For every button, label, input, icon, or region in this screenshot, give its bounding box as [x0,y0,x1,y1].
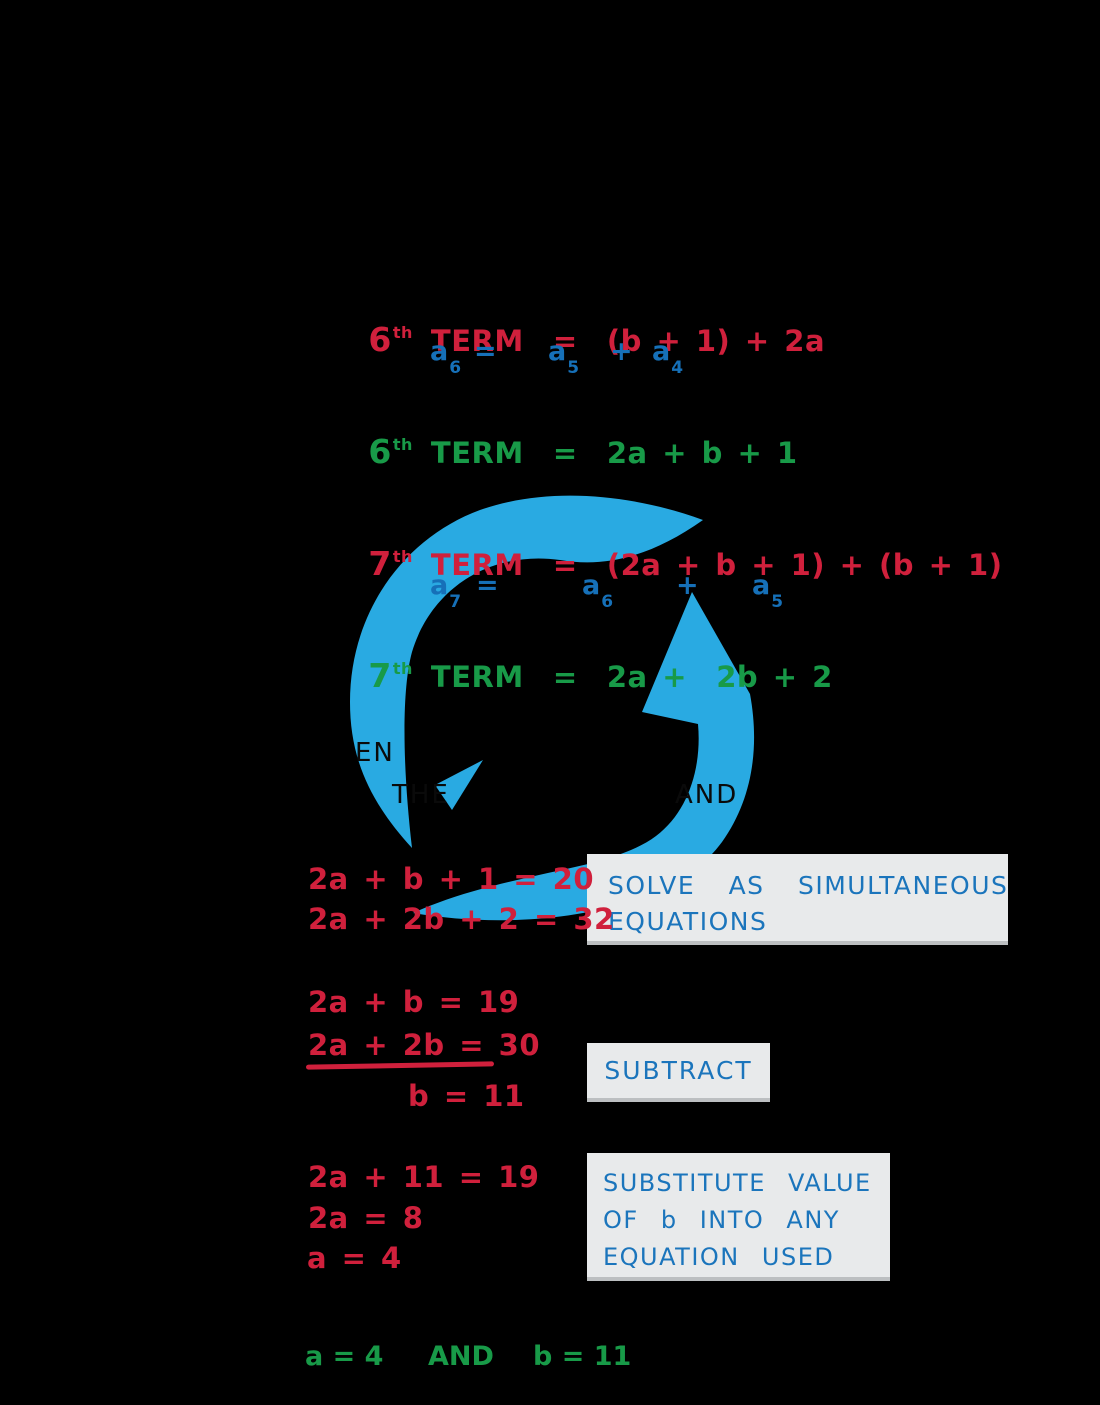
sequence-term-a4: a4 [652,336,684,379]
sequence-term-a5: a5 [752,570,784,613]
sequence-notation-row-7: a7 = a6 + a5 [0,570,1100,620]
cycle-arrow-right-arc-and-arrowhead [413,592,755,921]
sequence-term-a5: a5 [548,336,580,379]
note-line: SUBSTITUTE VALUE [603,1169,872,1197]
cycle-arrow-left-top-arc [350,495,703,848]
ordinal-suffix: th [392,659,413,678]
sixth-term-green-equation: 6th TERM = 2a + b + 1 [310,398,798,505]
equation-text: TERM = 2a + 2b + 2 [430,660,833,694]
elimination-equation-2: 2a + 2b = 30 [308,1028,541,1062]
cycle-arrow-flick [435,760,483,810]
substitution-equation-3: a = 4 [307,1241,402,1275]
answer-a-value: a = 4 [305,1341,384,1372]
note-line: SOLVE AS SIMULTANEOUS [608,871,1009,900]
equation-text: TERM = (b + 1) + 2a [430,324,826,358]
note-line: EQUATION USED [603,1243,835,1271]
plus-sign: + [676,570,699,601]
note-line: SUBTRACT [604,1056,753,1085]
term-number: 7 [368,656,392,695]
answer-b-value: b = 11 [533,1341,632,1372]
term-number: 6 [368,432,392,471]
plus-sign: + [610,336,633,367]
simultaneous-equation-2: 2a + 2b + 2 = 32 [308,902,615,936]
seventh-term-red-equation: 7th TERM = (2a + b + 1) + (b + 1) [310,510,1002,617]
term-number: 6 [368,320,392,359]
ordinal-suffix: th [392,435,413,454]
solve-note-box: SOLVE AS SIMULTANEOUS EQUATIONS [587,854,1008,945]
ordinal-suffix: th [392,323,413,342]
elimination-equation-1: 2a + b = 19 [308,985,520,1019]
subtract-note-box: SUBTRACT [587,1043,770,1102]
sequence-term-a7: a7 [430,570,462,613]
substitute-note-box: SUBSTITUTE VALUE OF b INTO ANY EQUATION … [587,1153,890,1281]
elimination-result: b = 11 [408,1079,525,1113]
equation-text: TERM = (2a + b + 1) + (b + 1) [430,548,1003,582]
sentence-fragment-the: THE [392,780,450,810]
sequence-term-a6: a6 [430,336,462,379]
equals-sign: = [474,336,497,367]
note-line: EQUATIONS [608,907,768,936]
simultaneous-equation-1: 2a + b + 1 = 20 [308,862,595,896]
seventh-term-green-equation: 7th TERM = 2a + 2b + 2 [310,622,833,729]
substitution-equation-2: 2a = 8 [308,1201,424,1235]
sixth-term-red-equation: 6th TERM = (b + 1) + 2a [310,286,825,393]
sequence-term-a6: a6 [582,570,614,613]
term-number: 7 [368,544,392,583]
substitution-equation-1: 2a + 11 = 19 [308,1160,540,1194]
sentence-fragment-and: AND [675,780,739,810]
note-line: OF b INTO ANY [603,1206,840,1234]
sentence-fragment-en: EN [355,738,395,768]
ordinal-suffix: th [392,547,413,566]
equation-text: TERM = 2a + b + 1 [430,436,798,470]
sequence-notation-row-6: a6 = a5 + a4 [0,336,1100,386]
equals-sign: = [476,570,499,601]
answer-conjunction: AND [428,1341,494,1372]
